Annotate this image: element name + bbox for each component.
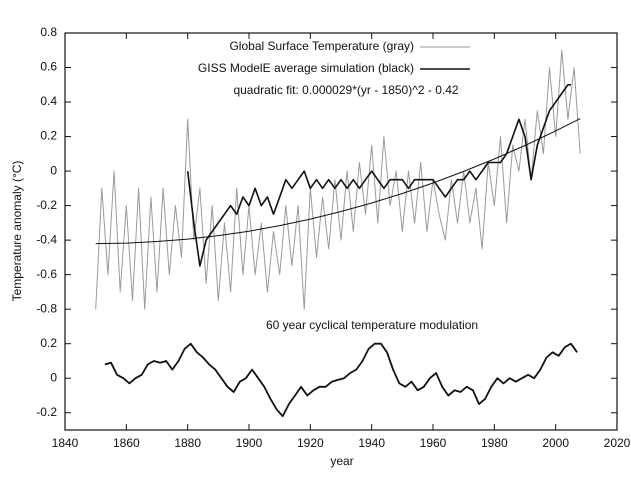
x-tick-label: 1880: [174, 436, 201, 450]
x-tick-label: 1960: [420, 436, 447, 450]
annotation: 60 year cyclical temperature modulation: [266, 318, 478, 332]
series-line: [95, 118, 581, 245]
y2-tick-label: -0.2: [36, 405, 57, 419]
y-tick-label: -0.6: [36, 267, 57, 281]
y-tick-label: 0.2: [40, 129, 57, 143]
x-tick-label: 1900: [236, 436, 263, 450]
y-tick-label: 0.8: [40, 25, 57, 39]
y-tick-label: -0.8: [36, 301, 57, 315]
x-tick-label: 1860: [113, 436, 140, 450]
x-tick-label: 1980: [481, 436, 508, 450]
legend-label: quadratic fit: 0.000029*(yr - 1850)^2 - …: [233, 83, 458, 97]
y-tick-label: 0.6: [40, 60, 57, 74]
x-tick-label: 1840: [52, 436, 79, 450]
legend-label: GISS ModelE average simulation (black): [198, 61, 414, 75]
y-tick-label: 0: [50, 163, 57, 177]
y2-tick-label: 0: [50, 370, 57, 384]
y-tick-label: -0.4: [36, 232, 57, 246]
y-axis-label: Temperature anomaly (°C): [10, 161, 24, 302]
series-line: [186, 84, 571, 267]
x-tick-label: 2020: [604, 436, 631, 450]
y-tick-label: -0.2: [36, 198, 57, 212]
x-tick-label: 2000: [542, 436, 569, 450]
legend-label: Global Surface Temperature (gray): [229, 39, 414, 53]
series-line: [104, 342, 578, 418]
y2-tick-label: 0.2: [40, 336, 57, 350]
plot-frame: [64, 32, 618, 431]
y-tick-label: 0.4: [40, 94, 57, 108]
x-axis-label: year: [330, 454, 353, 468]
x-tick-label: 1940: [358, 436, 385, 450]
x-tick-label: 1920: [297, 436, 324, 450]
series-line: [95, 49, 581, 310]
